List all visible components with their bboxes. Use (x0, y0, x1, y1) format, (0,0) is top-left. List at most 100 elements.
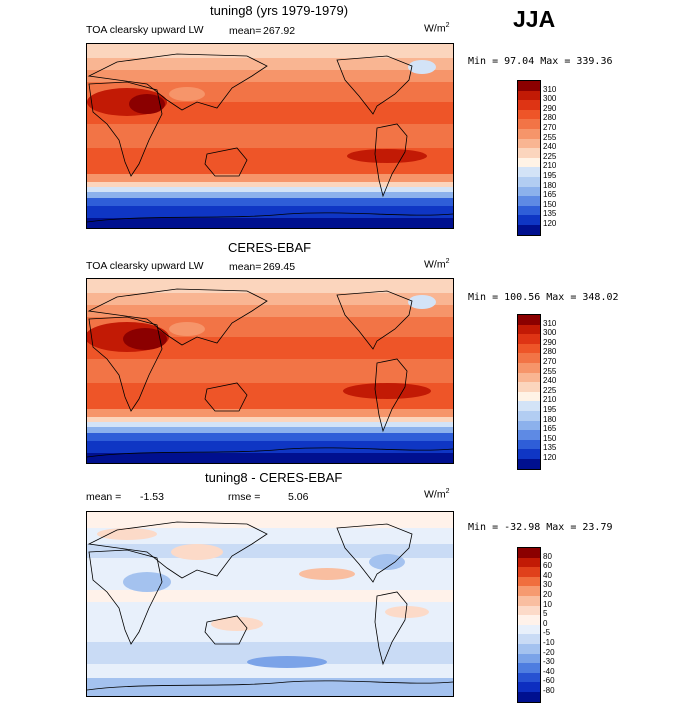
colorbar-label: 280 (543, 347, 557, 357)
band-50s (87, 187, 453, 192)
panel-1-colorbar (517, 80, 541, 236)
colorbar-swatch (518, 176, 540, 187)
colorbar-label: 270 (543, 123, 557, 132)
coast-eurasia (87, 53, 268, 111)
panel-3-title: tuning8 - CERES-EBAF (205, 470, 343, 485)
coast-north-america (336, 523, 413, 583)
coast-antarctica (87, 680, 453, 691)
band-45s (87, 182, 453, 187)
panel-3-mean-label: mean = (86, 491, 122, 503)
colorbar-swatch (518, 624, 540, 635)
colorbar-label: 80 (543, 551, 552, 561)
panel-1-map (86, 43, 454, 229)
diff-warm-5 (385, 606, 429, 618)
colorbar-swatch (518, 449, 540, 459)
colorbar-swatch (518, 576, 540, 587)
panel-2-map (86, 278, 454, 464)
panel-3-rmse-label: rmse = (228, 491, 261, 503)
colorbar-swatch (518, 334, 540, 344)
colorbar-swatch (518, 90, 540, 101)
colorbar-label: 290 (543, 337, 557, 347)
colorbar-swatch (518, 100, 540, 110)
colorbar-label: 180 (543, 180, 557, 190)
season-label: JJA (513, 6, 556, 32)
colorbar-label: 310 (543, 318, 557, 328)
colorbar-label: -5 (543, 628, 551, 638)
colorbar-label: 60 (543, 561, 552, 571)
arabia-hot (123, 328, 167, 350)
colorbar-swatch (518, 186, 540, 197)
band-40s (87, 409, 453, 417)
colorbar-swatch (518, 586, 540, 596)
colorbar-swatch (518, 605, 540, 616)
colorbar-label: 255 (543, 132, 557, 142)
band-50n (87, 70, 453, 82)
colorbar-label: -10 (543, 638, 555, 647)
diff-band-southern (87, 642, 453, 664)
coast-africa (88, 316, 163, 412)
greenland-cold (408, 60, 436, 74)
band-55s (87, 427, 453, 433)
diff-background (87, 512, 453, 696)
coast-australia (204, 615, 248, 645)
band-polar-south (87, 453, 453, 463)
colorbar-label: 300 (543, 94, 557, 104)
coast-australia (204, 147, 248, 177)
panel-2-mean-text: mean= (229, 261, 262, 273)
colorbar-swatch (518, 119, 540, 129)
colorbar-swatch (518, 343, 540, 354)
band-60n (87, 58, 453, 70)
colorbar-label: 300 (543, 328, 557, 338)
colorbar-label: 290 (543, 103, 557, 113)
diff-cool-3 (247, 656, 327, 668)
diff-warm-4 (211, 617, 263, 631)
diff-band-north (87, 512, 453, 528)
coast-africa (88, 549, 163, 645)
band-60s (87, 433, 453, 441)
colorbar-label: 30 (543, 580, 552, 590)
band-70s (87, 441, 453, 453)
colorbar-swatch (518, 410, 540, 421)
colorbar-label: 135 (543, 209, 557, 219)
colorbar-label: 10 (543, 599, 552, 609)
colorbar-swatch (518, 382, 540, 392)
band-polar-north (87, 44, 453, 58)
pacific-hot-south (347, 149, 427, 163)
colorbar-label: 5 (543, 609, 548, 619)
colorbar-label: 165 (543, 190, 557, 200)
colorbar-label: 280 (543, 113, 557, 123)
colorbar-swatch (518, 663, 540, 673)
tibet-cool (169, 322, 205, 336)
panel-3-rmse-value: 5.06 (288, 491, 309, 503)
colorbar-label: 270 (543, 357, 557, 366)
panel-1-minmax: Min = 97.04 Max = 339.36 (468, 56, 613, 67)
panel-2-mean-value: 269.45 (263, 261, 296, 273)
colorbar-label: 225 (543, 385, 557, 395)
diff-warm-2 (171, 544, 223, 560)
colorbar-label: 180 (543, 414, 557, 424)
band-polar-south (87, 218, 453, 228)
band-45s (87, 417, 453, 422)
band-50n (87, 305, 453, 317)
colorbar-swatch (518, 557, 540, 568)
colorbar-label: 310 (543, 84, 557, 94)
colorbar-label: 120 (543, 453, 557, 462)
colorbar-swatch (518, 148, 540, 158)
coast-eurasia (87, 288, 268, 346)
colorbar-label: 255 (543, 366, 557, 376)
colorbar-swatch (518, 643, 540, 654)
colorbar-swatch (518, 315, 540, 325)
coast-africa (88, 81, 163, 177)
band-60n (87, 293, 453, 305)
diff-warm-1 (97, 528, 157, 540)
coast-north-america (336, 290, 413, 350)
pacific-hot-south (343, 383, 431, 399)
colorbar-label: 150 (543, 433, 557, 443)
coast-north-america (336, 55, 413, 115)
panel-3-colorbar (517, 547, 541, 703)
colorbar-swatch (518, 224, 540, 235)
colorbar-swatch (518, 167, 540, 177)
colorbar-swatch (518, 691, 540, 702)
panel-2-variable: TOA clearsky upward LW (86, 260, 204, 272)
coast-australia (204, 382, 248, 412)
